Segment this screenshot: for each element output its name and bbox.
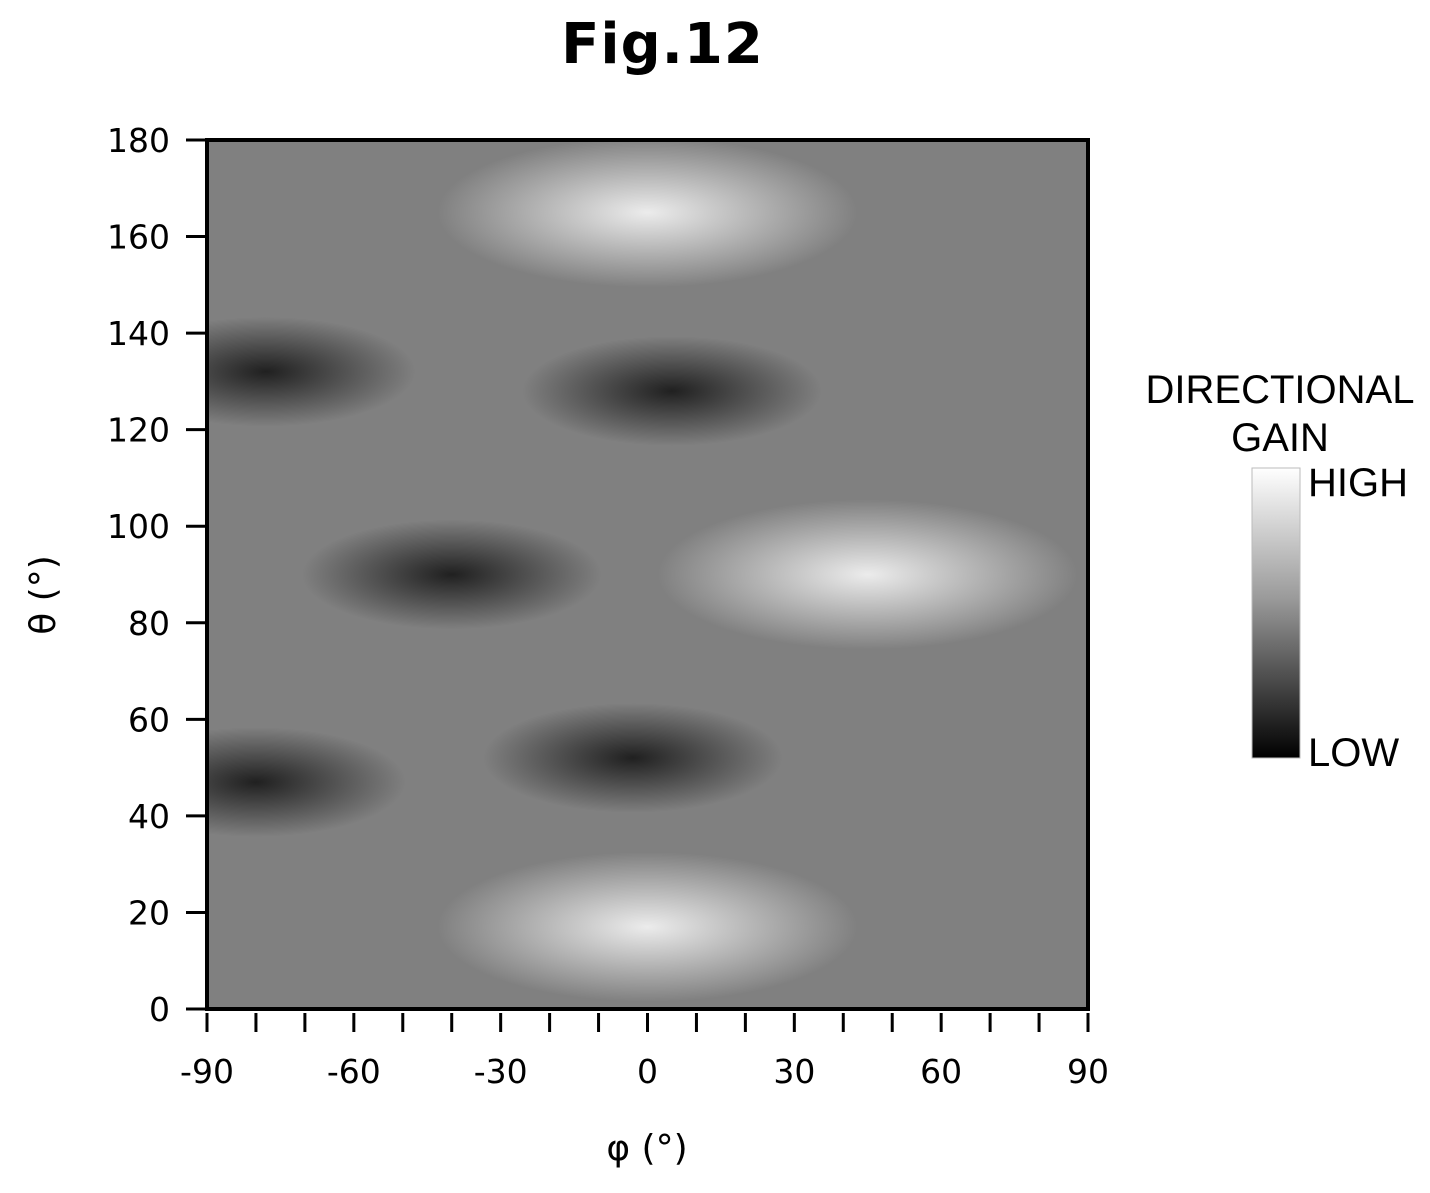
colorbar-high-label: HIGH bbox=[1308, 461, 1408, 505]
colorbar-low-label: LOW bbox=[1308, 731, 1399, 775]
y-tick-label: 160 bbox=[107, 218, 170, 257]
x-tick-label: 90 bbox=[1067, 1052, 1109, 1091]
x-tick-label: 30 bbox=[773, 1052, 815, 1091]
y-axis: 0 20 40 60 80 100 120 140 160 180 bbox=[107, 121, 207, 1029]
heatmap-low-region bbox=[521, 336, 822, 447]
heatmap-low-region bbox=[301, 519, 602, 630]
y-tick-label: 140 bbox=[107, 314, 170, 353]
x-tick-label: 60 bbox=[920, 1052, 962, 1091]
colorbar-title-line-1: DIRECTIONAL bbox=[1146, 368, 1415, 412]
figure-title: Fig.12 bbox=[561, 12, 764, 77]
y-tick-label: 180 bbox=[107, 121, 170, 160]
heatmap-high-region bbox=[437, 140, 858, 288]
plot-frame bbox=[205, 138, 1090, 1011]
colorbar-title-line-2: GAIN bbox=[1231, 416, 1329, 460]
y-tick-label: 120 bbox=[107, 411, 170, 450]
x-axis: -90 -60 -30 0 30 60 90 bbox=[180, 1013, 1109, 1091]
heatmap-low-region bbox=[207, 316, 416, 427]
colorbar-gradient bbox=[1251, 467, 1301, 759]
x-tick-label: -30 bbox=[474, 1052, 528, 1091]
heatmap-high-region bbox=[437, 851, 858, 1002]
y-tick-label: 40 bbox=[128, 797, 170, 836]
colorbar-legend: DIRECTIONAL GAIN HIGH LOW bbox=[1146, 368, 1415, 775]
x-axis-title: φ (°) bbox=[606, 1128, 687, 1169]
y-axis-title: θ (°) bbox=[23, 555, 64, 635]
heatmap-high-region bbox=[657, 499, 1078, 650]
heatmap bbox=[207, 140, 1078, 1002]
y-tick-label: 60 bbox=[128, 700, 170, 739]
y-tick-label: 100 bbox=[107, 507, 170, 546]
heatmap-low-region bbox=[482, 702, 783, 813]
x-tick-label: -60 bbox=[327, 1052, 381, 1091]
x-tick-label: 0 bbox=[637, 1052, 658, 1091]
heatmap-low-region bbox=[207, 727, 406, 838]
y-tick-label: 20 bbox=[128, 893, 170, 932]
x-tick-label: -90 bbox=[180, 1052, 234, 1091]
y-tick-label: 80 bbox=[128, 604, 170, 643]
y-tick-label: 0 bbox=[149, 990, 170, 1029]
